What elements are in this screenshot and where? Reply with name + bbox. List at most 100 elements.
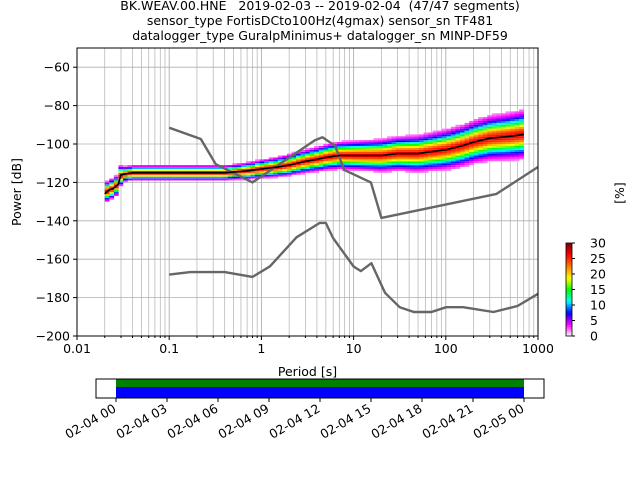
histogram-cell bbox=[418, 134, 424, 137]
histogram-cell bbox=[364, 167, 370, 169]
histogram-cell bbox=[455, 161, 461, 164]
histogram-cell bbox=[432, 167, 438, 169]
histogram-cell bbox=[459, 142, 465, 144]
histogram-cell bbox=[191, 170, 197, 173]
histogram-cell bbox=[396, 140, 402, 143]
histogram-cell bbox=[514, 122, 520, 125]
histogram-cell bbox=[473, 147, 479, 150]
histogram-cell bbox=[487, 142, 493, 144]
timeline-tick-label: 02-04 15 bbox=[317, 401, 373, 442]
histogram-cell bbox=[141, 174, 147, 177]
histogram-cell bbox=[341, 155, 347, 158]
histogram-cell bbox=[104, 186, 110, 189]
histogram-cell bbox=[145, 172, 151, 175]
histogram-cell bbox=[391, 145, 397, 148]
histogram-cell bbox=[400, 142, 406, 144]
noise-model-high-line bbox=[168, 126, 538, 220]
coverage-bar-blue bbox=[116, 387, 524, 398]
histogram-cell bbox=[314, 157, 320, 160]
histogram-cell bbox=[478, 119, 484, 121]
histogram-cell bbox=[496, 145, 502, 148]
histogram-cell bbox=[332, 157, 338, 160]
histogram-cell bbox=[191, 168, 197, 171]
histogram-cell bbox=[241, 172, 247, 175]
histogram-cell bbox=[127, 168, 133, 171]
histogram-cell bbox=[478, 124, 484, 127]
histogram-cell bbox=[286, 163, 292, 166]
histogram-cell bbox=[346, 147, 351, 150]
histogram-cell bbox=[350, 140, 356, 143]
histogram-cell bbox=[296, 157, 301, 160]
histogram-cell bbox=[314, 170, 320, 173]
histogram-cell bbox=[391, 163, 397, 166]
histogram-cell bbox=[450, 161, 456, 164]
histogram-cell bbox=[446, 159, 452, 162]
histogram-cell bbox=[510, 142, 515, 144]
histogram-cell bbox=[391, 168, 397, 171]
colorbar-segment bbox=[566, 256, 572, 260]
histogram-cell bbox=[514, 111, 520, 114]
histogram-cell bbox=[414, 165, 420, 168]
histogram-cell bbox=[245, 170, 251, 173]
histogram-cell bbox=[109, 190, 115, 192]
histogram-cell bbox=[382, 170, 388, 173]
histogram-cell bbox=[264, 168, 269, 171]
histogram-cell bbox=[218, 178, 224, 181]
histogram-cell bbox=[204, 170, 210, 173]
histogram-cell bbox=[323, 155, 329, 158]
histogram-cell bbox=[300, 172, 306, 175]
histogram-cell bbox=[496, 157, 502, 160]
histogram-cell bbox=[400, 145, 406, 148]
histogram-cell bbox=[364, 165, 370, 168]
histogram-cell bbox=[519, 142, 525, 144]
histogram-cell bbox=[496, 151, 502, 154]
histogram-cell bbox=[469, 132, 474, 135]
histogram-cell bbox=[437, 132, 443, 135]
histogram-cell bbox=[305, 163, 310, 166]
histogram-cell bbox=[259, 168, 265, 171]
histogram-cell bbox=[450, 144, 456, 146]
histogram-cell bbox=[355, 157, 361, 160]
histogram-cell bbox=[473, 119, 479, 121]
histogram-cell bbox=[423, 132, 429, 135]
histogram-cell bbox=[127, 167, 133, 169]
histogram-cell bbox=[455, 132, 461, 135]
histogram-cell bbox=[273, 161, 279, 164]
histogram-cell bbox=[245, 163, 251, 166]
histogram-cell bbox=[405, 159, 411, 162]
histogram-cell bbox=[446, 157, 452, 160]
histogram-cell bbox=[191, 174, 197, 177]
histogram-cell bbox=[300, 151, 306, 154]
histogram-cell bbox=[346, 167, 351, 169]
histogram-cell bbox=[195, 176, 201, 179]
histogram-cell bbox=[510, 111, 515, 114]
histogram-cell bbox=[177, 176, 183, 179]
histogram-cell bbox=[364, 140, 370, 143]
histogram-cell bbox=[182, 170, 188, 173]
histogram-cell bbox=[496, 142, 502, 144]
histogram-cell bbox=[377, 151, 383, 154]
histogram-cell bbox=[519, 144, 525, 146]
histogram-cell bbox=[409, 168, 415, 171]
histogram-cell bbox=[469, 130, 474, 133]
histogram-cell bbox=[396, 136, 402, 139]
histogram-cell bbox=[350, 149, 356, 152]
histogram-cell bbox=[332, 165, 338, 168]
histogram-cell bbox=[387, 159, 392, 162]
histogram-cell bbox=[428, 142, 433, 144]
histogram-cell bbox=[364, 144, 370, 146]
histogram-cell bbox=[464, 140, 470, 143]
histogram-cell bbox=[464, 163, 470, 166]
histogram-cell bbox=[405, 165, 411, 168]
histogram-cell bbox=[418, 161, 424, 164]
histogram-cell bbox=[227, 167, 233, 169]
histogram-cell bbox=[432, 161, 438, 164]
histogram-cell bbox=[423, 136, 429, 139]
histogram-cell bbox=[482, 159, 488, 162]
histogram-cell bbox=[414, 157, 420, 160]
histogram-cell bbox=[519, 126, 525, 129]
histogram-cell bbox=[168, 168, 174, 171]
histogram-cell bbox=[396, 155, 402, 158]
histogram-cell bbox=[428, 168, 433, 171]
histogram-cell bbox=[259, 159, 265, 162]
